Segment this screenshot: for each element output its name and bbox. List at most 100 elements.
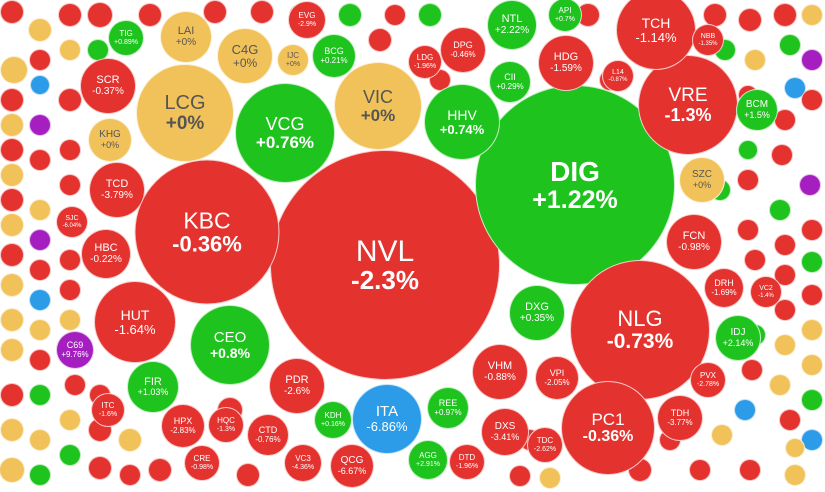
stock-cell-vhm[interactable]: VHM -0.88% <box>472 344 528 400</box>
stock-cell-c69[interactable]: C69 +9.76% <box>56 331 94 369</box>
stock-cell-cii[interactable]: CII +0.29% <box>489 61 531 103</box>
stock-cell-lcg[interactable]: LCG +0% <box>136 64 234 162</box>
stock-cell-drh[interactable]: DRH -1.69% <box>704 268 744 308</box>
ticker-label: TCD <box>105 177 129 190</box>
stock-cell-kbc[interactable]: KBC -0.36% <box>134 159 280 305</box>
stock-cell-hdg[interactable]: HDG -1.59% <box>538 35 594 91</box>
filler-cell <box>773 3 797 27</box>
stock-cell-hbc[interactable]: HBC -0.22% <box>81 229 131 279</box>
stock-cell-idj[interactable]: IDJ +2.14% <box>715 315 761 361</box>
filler-cell <box>29 149 51 171</box>
stock-cell-dxs[interactable]: DXS -3.41% <box>481 408 529 456</box>
stock-cell-dtd[interactable]: DTD -1.96% <box>449 444 485 480</box>
filler-cell <box>801 49 823 71</box>
stock-cell-fcn[interactable]: FCN -0.98% <box>666 214 722 270</box>
filler-cell <box>59 279 81 301</box>
filler-cell <box>801 219 823 241</box>
stock-cell-ree[interactable]: REE +0.97% <box>427 387 469 429</box>
stock-cell-c4g[interactable]: C4G +0% <box>217 28 273 84</box>
filler-cell <box>28 18 52 42</box>
filler-cell <box>0 88 24 112</box>
filler-cell <box>741 359 763 381</box>
stock-cell-hut[interactable]: HUT -1.64% <box>94 281 176 363</box>
stock-cell-ceo[interactable]: CEO +0.8% <box>190 305 270 385</box>
stock-cell-vcg[interactable]: VCG +0.76% <box>235 83 335 183</box>
stock-cell-cre[interactable]: CRE -0.98% <box>184 445 220 481</box>
stock-cell-bcm[interactable]: BCM +1.5% <box>736 89 778 131</box>
filler-cell <box>0 138 24 162</box>
ticker-label: BCG <box>324 46 344 57</box>
ticker-label: HHV <box>447 106 477 123</box>
stock-cell-ctd[interactable]: CTD -0.76% <box>247 414 289 456</box>
change-label: -0.36% <box>172 231 242 257</box>
stock-cell-hpx[interactable]: HPX -2.83% <box>161 404 205 448</box>
filler-cell <box>58 88 82 112</box>
stock-cell-hhv[interactable]: HHV +0.74% <box>424 84 500 160</box>
stock-cell-nvl[interactable]: NVL -2.3% <box>270 150 500 380</box>
stock-cell-tig[interactable]: TIG +0.89% <box>108 20 144 56</box>
stock-cell-agg[interactable]: AGG +2.91% <box>408 440 448 480</box>
filler-cell <box>0 0 24 24</box>
stock-cell-fir[interactable]: FIR +1.03% <box>127 361 179 413</box>
stock-cell-kdh[interactable]: KDH +0.16% <box>314 401 352 439</box>
stock-cell-api[interactable]: API +0.7% <box>548 0 582 32</box>
ticker-label: NVL <box>355 234 415 268</box>
stock-cell-ntl[interactable]: NTL +2.22% <box>487 0 537 50</box>
filler-cell <box>29 319 51 341</box>
stock-cell-vc2[interactable]: VC2 -1.4% <box>750 276 782 308</box>
ticker-label: FCN <box>682 229 706 242</box>
filler-cell <box>0 273 24 297</box>
stock-cell-l14[interactable]: L14 -0.87% <box>602 60 634 92</box>
stock-cell-hqc[interactable]: HQC -1.3% <box>208 407 244 443</box>
stock-cell-dpg[interactable]: DPG -0.46% <box>440 27 486 73</box>
ticker-label: HBC <box>94 241 118 254</box>
filler-cell <box>59 249 81 271</box>
stock-cell-pc1[interactable]: PC1 -0.36% <box>561 381 655 475</box>
change-label: +0.16% <box>321 420 345 428</box>
filler-cell <box>739 459 761 481</box>
stock-cell-qcg[interactable]: QCG -6.67% <box>330 444 374 488</box>
stock-cell-evg[interactable]: EVG -2.9% <box>288 1 326 39</box>
stock-cell-ijc[interactable]: IJC +0% <box>277 44 309 76</box>
ticker-label: DXS <box>494 421 516 433</box>
stock-cell-pdr[interactable]: PDR -2.6% <box>269 358 325 414</box>
stock-cell-szc[interactable]: SZC +0% <box>679 157 725 203</box>
stock-cell-lai[interactable]: LAI +0% <box>160 11 212 63</box>
ticker-label: REE <box>438 398 458 409</box>
ticker-label: VIC <box>362 86 393 107</box>
stock-cell-ita[interactable]: ITA -6.86% <box>352 384 422 454</box>
stock-cell-tdc[interactable]: TDC -2.62% <box>527 427 563 463</box>
stock-cell-khg[interactable]: KHG +0% <box>88 118 132 162</box>
change-label: -3.77% <box>667 417 693 427</box>
stock-cell-nlg[interactable]: NLG -0.73% <box>570 260 710 400</box>
stock-cell-dxg[interactable]: DXG +0.35% <box>509 285 565 341</box>
ticker-label: FIR <box>144 375 162 388</box>
filler-cell <box>29 384 51 406</box>
filler-cell <box>738 140 758 160</box>
filler-cell <box>29 464 51 486</box>
stock-cell-vc3[interactable]: VC3 -4.36% <box>284 444 322 482</box>
filler-cell <box>59 139 81 161</box>
stock-cell-vre[interactable]: VRE -1.3% <box>638 55 738 155</box>
stock-cell-tdh[interactable]: TDH -3.77% <box>657 395 703 441</box>
filler-cell <box>236 463 260 487</box>
stock-cell-tcd[interactable]: TCD -3.79% <box>89 162 145 218</box>
ticker-label: TDH <box>670 408 690 419</box>
stock-cell-sjc[interactable]: SJC -6.04% <box>56 206 88 238</box>
stock-cell-vpi[interactable]: VPI -2.05% <box>535 356 579 400</box>
ticker-label: SJC <box>65 215 79 223</box>
filler-cell <box>784 464 806 486</box>
change-label: -0.98% <box>678 241 710 253</box>
ticker-label: EVG <box>298 11 316 21</box>
stock-cell-bcg[interactable]: BCG +0.21% <box>312 34 356 78</box>
stock-cell-pvx[interactable]: PVX -2.78% <box>690 362 726 398</box>
stock-cell-scr[interactable]: SCR -0.37% <box>80 58 136 114</box>
stock-cell-nbb[interactable]: NBB -1.35% <box>692 24 724 56</box>
stock-cell-ldg[interactable]: LDG -1.96% <box>408 45 442 79</box>
stock-cell-vic[interactable]: VIC +0% <box>334 62 422 150</box>
change-label: +0% <box>692 179 712 190</box>
change-label: -0.36% <box>582 427 634 445</box>
stock-cell-itc[interactable]: ITC -1.6% <box>91 393 125 427</box>
change-label: +0.89% <box>114 38 138 46</box>
filler-cell <box>0 418 24 442</box>
